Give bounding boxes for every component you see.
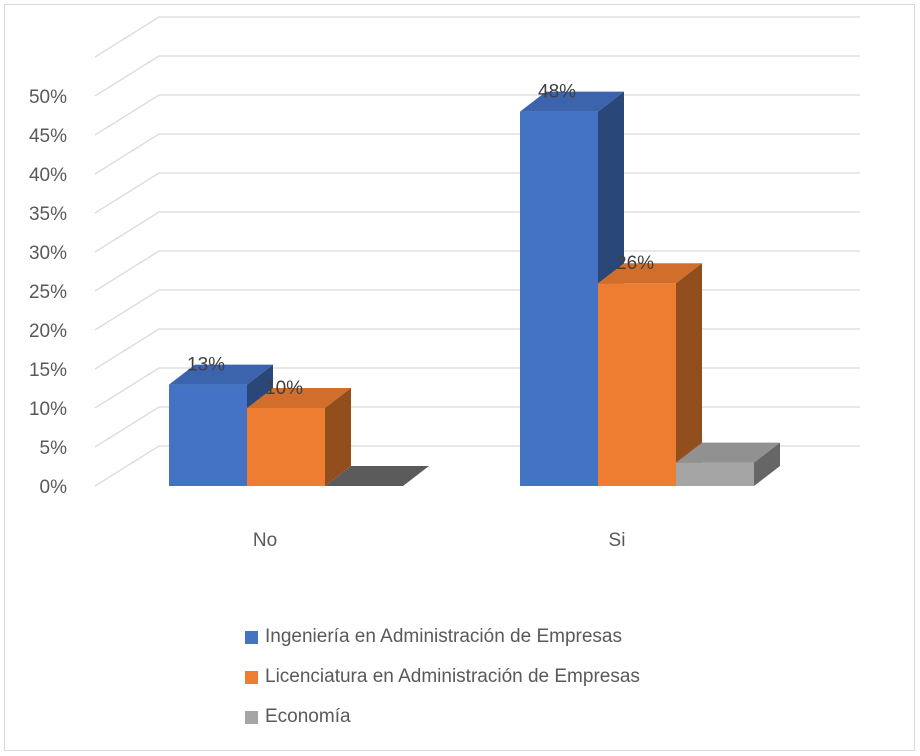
legend-item-1: Licenciatura en Administración de Empres… — [245, 657, 640, 697]
y-tick-label: 5% — [40, 438, 68, 459]
data-labels: 13% 10% 48% 26% — [187, 82, 654, 399]
gridline-40 — [94, 133, 860, 175]
y-tick-label: 20% — [29, 321, 67, 342]
bar-no-series-1 — [247, 388, 351, 486]
data-label: 48% — [538, 82, 576, 103]
legend-swatch-1 — [245, 670, 258, 684]
bar-front — [520, 111, 598, 486]
data-label: 13% — [187, 355, 225, 376]
bars — [169, 91, 780, 486]
y-tick-label: 25% — [29, 282, 67, 303]
legend-item-2: Economía — [245, 697, 640, 737]
legend-item-0: Ingeniería en Administración de Empresas — [245, 617, 640, 657]
legend-label-2: Economía — [265, 706, 351, 727]
bar-si-series-1 — [598, 263, 702, 486]
bar-top — [169, 364, 273, 385]
gridline-25 — [94, 250, 860, 292]
x-axis-categories: No Si — [253, 530, 626, 551]
y-tick-label: 15% — [29, 360, 67, 381]
bar-top — [598, 263, 702, 284]
gridline-20 — [94, 289, 860, 331]
bar-si-series-2 — [676, 442, 780, 486]
data-label: 26% — [616, 253, 654, 274]
gridline-45 — [94, 94, 860, 136]
y-tick-label: 50% — [29, 87, 67, 108]
y-tick-label: 45% — [29, 126, 67, 147]
legend-swatch-2 — [245, 710, 258, 724]
legend-swatch-0 — [245, 630, 258, 644]
bar-front — [169, 384, 247, 486]
legend-label-1: Licenciatura en Administración de Empres… — [265, 666, 640, 687]
bar-top — [247, 388, 351, 408]
bar-top — [676, 442, 780, 463]
bar-side — [325, 388, 351, 486]
bar-chart: 0% 5% 10% 15% 20% 25% 30% 35% 40% 45% 50% 13% 10% 48… — [29, 16, 860, 551]
x-category-label: No — [253, 530, 277, 551]
y-axis-ticks: 0% 5% 10% 15% 20% 25% 30% 35% 40% 45% 50% — [29, 87, 67, 498]
bar-side — [676, 263, 702, 486]
legend-label-0: Ingeniería en Administración de Empresas — [265, 626, 622, 647]
y-tick-label: 35% — [29, 204, 67, 225]
x-category-label: Si — [609, 530, 626, 551]
y-tick-label: 0% — [40, 477, 68, 498]
bar-no-series-2 — [325, 466, 429, 486]
bar-front — [676, 462, 754, 486]
y-tick-label: 30% — [29, 243, 67, 264]
bar-top — [520, 91, 624, 112]
legend: Ingeniería en Administración de Empresas… — [245, 617, 640, 737]
bar-front — [598, 283, 676, 486]
bar-side — [754, 442, 780, 486]
gridline-50 — [94, 55, 860, 97]
gridline-55 — [94, 16, 860, 58]
gridline-35 — [94, 172, 860, 214]
bar-front — [247, 408, 325, 486]
data-label: 10% — [265, 378, 303, 399]
gridlines — [94, 16, 860, 487]
bar-top — [325, 466, 429, 486]
chart-frame: 0% 5% 10% 15% 20% 25% 30% 35% 40% 45% 50% 13% 10% 48… — [4, 4, 915, 751]
y-tick-label: 10% — [29, 399, 67, 420]
gridline-30 — [94, 211, 860, 253]
y-tick-label: 40% — [29, 165, 67, 186]
